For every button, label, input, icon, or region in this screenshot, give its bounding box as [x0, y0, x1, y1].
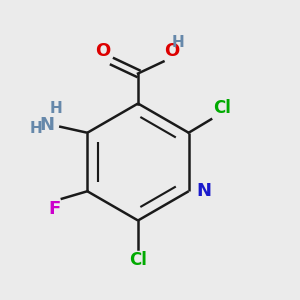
Text: O: O [95, 42, 110, 60]
Text: N: N [196, 182, 211, 200]
Text: O: O [164, 42, 179, 60]
Text: Cl: Cl [213, 99, 230, 117]
Text: H: H [50, 101, 62, 116]
Text: F: F [48, 200, 60, 218]
Text: H: H [30, 121, 42, 136]
Text: N: N [39, 116, 54, 134]
Text: Cl: Cl [129, 251, 147, 269]
Text: H: H [172, 35, 185, 50]
